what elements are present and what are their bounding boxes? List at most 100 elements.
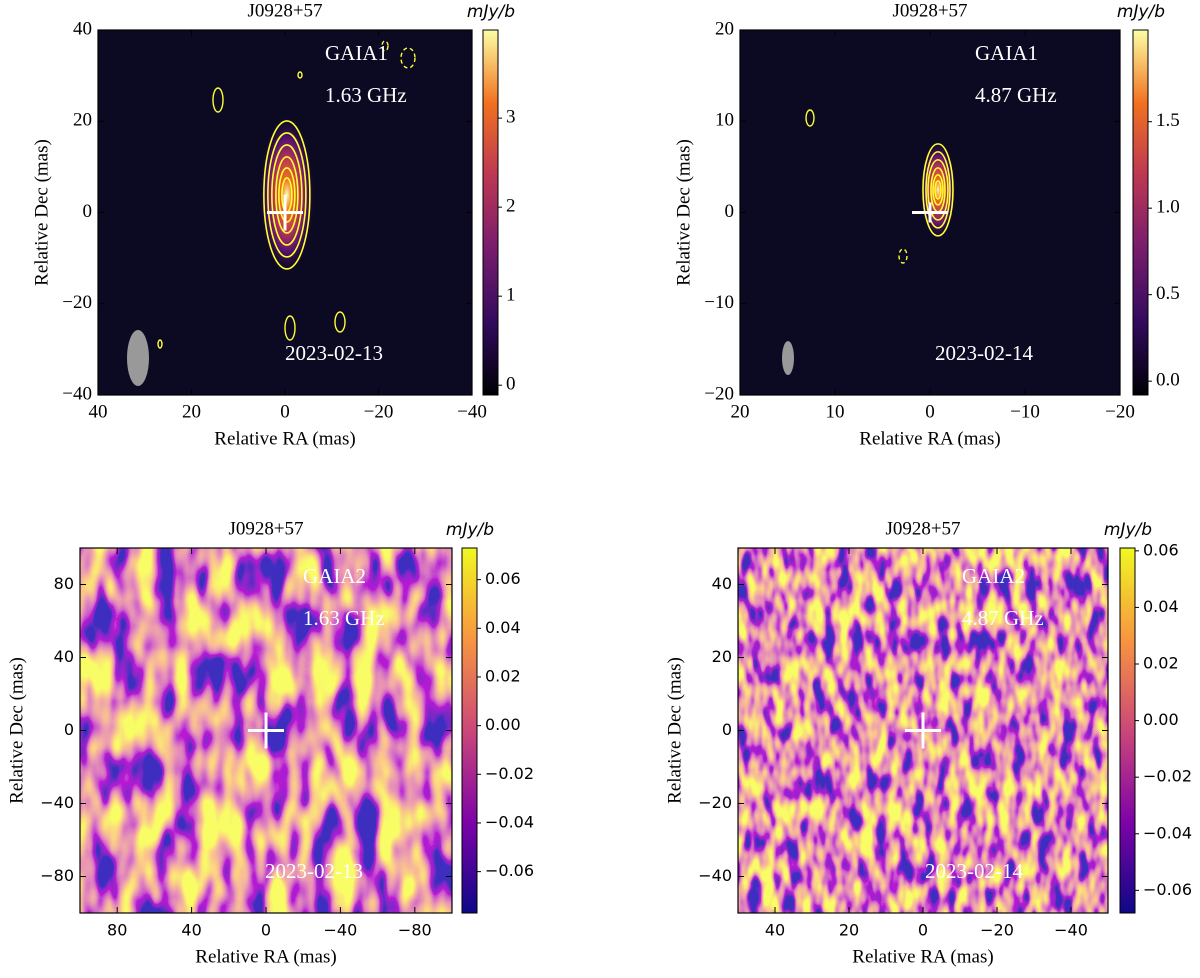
contour [267, 132, 307, 258]
frequency: 4.87 GHz [962, 606, 1044, 630]
colorbar-tick-label: −0.04 [1143, 823, 1192, 842]
colorbar-tick-label: 0.06 [485, 569, 521, 588]
x-tick-label: 40 [765, 921, 785, 940]
colorbar-tick-label: 0.5 [1156, 283, 1180, 304]
colorbar [1119, 547, 1136, 914]
contour [263, 120, 311, 270]
contour [934, 180, 942, 200]
chart-title: J0928+57 [228, 518, 303, 539]
y-tick-label: 20 [712, 647, 732, 666]
chart-title: J0928+57 [247, 0, 322, 21]
x-tick-label: 0 [261, 921, 271, 940]
date: 2023-02-13 [265, 859, 363, 883]
y-tick-label: 80 [54, 574, 74, 593]
x-tick-label: −10 [1010, 401, 1040, 422]
contour [334, 311, 346, 333]
date: 2023-02-14 [925, 859, 1023, 883]
contour [212, 87, 224, 113]
x-axis-label: Relative RA (mas) [852, 946, 993, 967]
colorbar-tick-label: 1.5 [1156, 110, 1180, 131]
colorbar-tick-label: 1 [506, 285, 516, 306]
y-tick-label: 20 [715, 18, 734, 39]
colorbar-tick-label: −0.02 [1143, 767, 1192, 786]
colorbar [482, 29, 499, 396]
y-tick-label: −10 [704, 292, 734, 313]
frequency: 4.87 GHz [975, 83, 1057, 107]
x-tick-label: 0 [918, 921, 928, 940]
frequency: 1.63 GHz [325, 83, 407, 107]
x-tick-label: 20 [731, 401, 750, 422]
x-axis-label: Relative RA (mas) [859, 428, 1000, 449]
contour [932, 174, 944, 206]
colorbar-tick-label: 1.0 [1156, 197, 1180, 218]
x-tick-label: 40 [89, 401, 108, 422]
y-axis-label: Relative Dec (mas) [664, 657, 685, 804]
contour [400, 47, 416, 69]
contour [278, 167, 296, 223]
colorbar-tick-label: 0.06 [1143, 540, 1179, 559]
x-tick-label: 20 [182, 401, 201, 422]
colorbar-label: mJy/b [446, 520, 494, 540]
source-name: GAIA1 [975, 41, 1038, 65]
y-tick-label: 0 [64, 720, 74, 739]
y-tick-label: 10 [715, 110, 734, 131]
x-tick-label: 0 [925, 401, 935, 422]
y-axis-label: Relative Dec (mas) [31, 139, 52, 286]
x-tick-label: 80 [107, 921, 127, 940]
y-tick-label: −20 [62, 292, 92, 313]
y-tick-label: 0 [725, 201, 735, 222]
panel: 80 40 0 −40 −80 −80 −40 0 40 80 J0928+57 Relative R… [6, 518, 534, 967]
y-tick-label: −80 [40, 866, 74, 885]
colorbar-tick-label: 0.00 [485, 715, 521, 734]
x-tick-label: 10 [826, 401, 845, 422]
x-tick-label: −80 [398, 921, 432, 940]
y-axis-label: Relative Dec (mas) [673, 139, 694, 286]
colorbar-tick-label: 0.02 [485, 666, 521, 685]
beam [782, 341, 794, 375]
date: 2023-02-14 [935, 341, 1033, 365]
y-tick-label: −20 [704, 383, 734, 404]
colorbar [461, 547, 478, 914]
colorbar-label: mJy/b [1117, 2, 1165, 22]
colorbar-tick-label: 0.04 [485, 618, 521, 637]
source-name: GAIA2 [962, 564, 1025, 588]
contour [284, 315, 296, 341]
frequency: 1.63 GHz [303, 606, 385, 630]
colorbar-label: mJy/b [1104, 520, 1152, 540]
contour [297, 71, 303, 79]
x-tick-label: −20 [1105, 401, 1135, 422]
beam [127, 330, 149, 386]
colorbar-tick-label: −0.06 [485, 861, 534, 880]
y-tick-label: 40 [73, 18, 92, 39]
date: 2023-02-13 [285, 341, 383, 365]
contour [805, 109, 815, 127]
x-axis-label: Relative RA (mas) [195, 946, 336, 967]
y-tick-label: 0 [722, 720, 732, 739]
colorbar-tick-label: 0 [506, 374, 516, 395]
contour [925, 151, 951, 229]
colorbar-tick-label: 0.04 [1143, 597, 1179, 616]
y-tick-label: −40 [62, 383, 92, 404]
contour [927, 159, 949, 221]
x-axis-label: Relative RA (mas) [214, 428, 355, 449]
contour [275, 156, 299, 234]
x-tick-label: −40 [1054, 921, 1088, 940]
contour [898, 248, 908, 264]
colorbar-tick-label: 0.02 [1143, 654, 1179, 673]
colorbar-tick-label: 0.0 [1156, 370, 1180, 391]
y-tick-label: 20 [73, 110, 92, 131]
chart-title: J0928+57 [892, 0, 967, 21]
y-tick-label: −40 [40, 793, 74, 812]
y-tick-label: 40 [54, 647, 74, 666]
y-tick-label: 0 [83, 201, 93, 222]
x-tick-label: −20 [980, 921, 1014, 940]
colorbar-tick-label: 0.00 [1143, 710, 1179, 729]
y-tick-label: −20 [698, 793, 732, 812]
contour [381, 40, 389, 52]
contour [157, 339, 163, 349]
colorbar [1132, 29, 1149, 396]
colorbar-tick-label: 2 [506, 196, 516, 217]
